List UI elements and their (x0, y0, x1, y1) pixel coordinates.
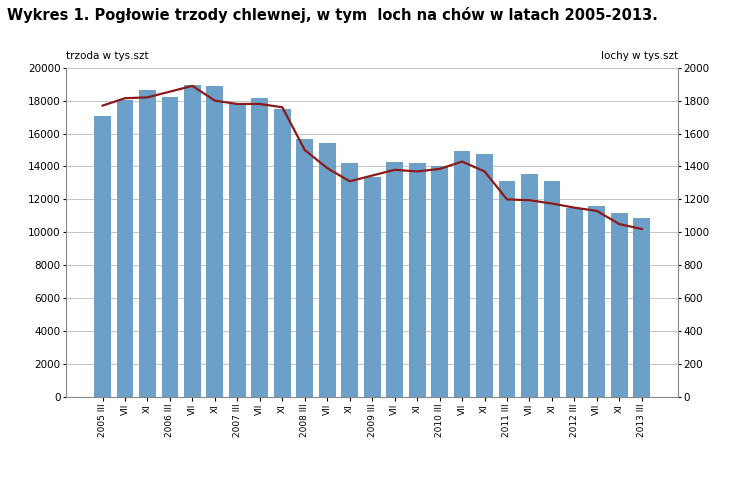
Text: lochy w tys.szt: lochy w tys.szt (601, 51, 678, 61)
Bar (566, 208, 583, 397)
Bar (611, 213, 628, 397)
Bar (229, 104, 246, 397)
Bar (296, 138, 313, 397)
Bar (633, 217, 650, 397)
Bar (364, 177, 380, 397)
Bar (341, 163, 358, 397)
Bar (116, 100, 133, 397)
Bar (454, 151, 470, 397)
Bar (161, 97, 178, 397)
Bar (543, 182, 560, 397)
Text: trzoda w tys.szt: trzoda w tys.szt (66, 51, 149, 61)
Bar (498, 182, 515, 397)
Bar (386, 162, 403, 397)
Bar (521, 174, 538, 397)
Bar (251, 98, 268, 397)
Bar (94, 116, 111, 397)
Bar (431, 166, 448, 397)
Bar (274, 109, 290, 397)
Bar (409, 163, 425, 397)
Bar (139, 90, 156, 397)
Bar (206, 86, 223, 397)
Bar (476, 154, 493, 397)
Bar (319, 143, 335, 397)
Bar (184, 85, 201, 397)
Bar (588, 206, 605, 397)
Text: Wykres 1. Pogłowie trzody chlewnej, w tym  loch na chów w latach 2005-2013.: Wykres 1. Pogłowie trzody chlewnej, w ty… (7, 7, 658, 23)
